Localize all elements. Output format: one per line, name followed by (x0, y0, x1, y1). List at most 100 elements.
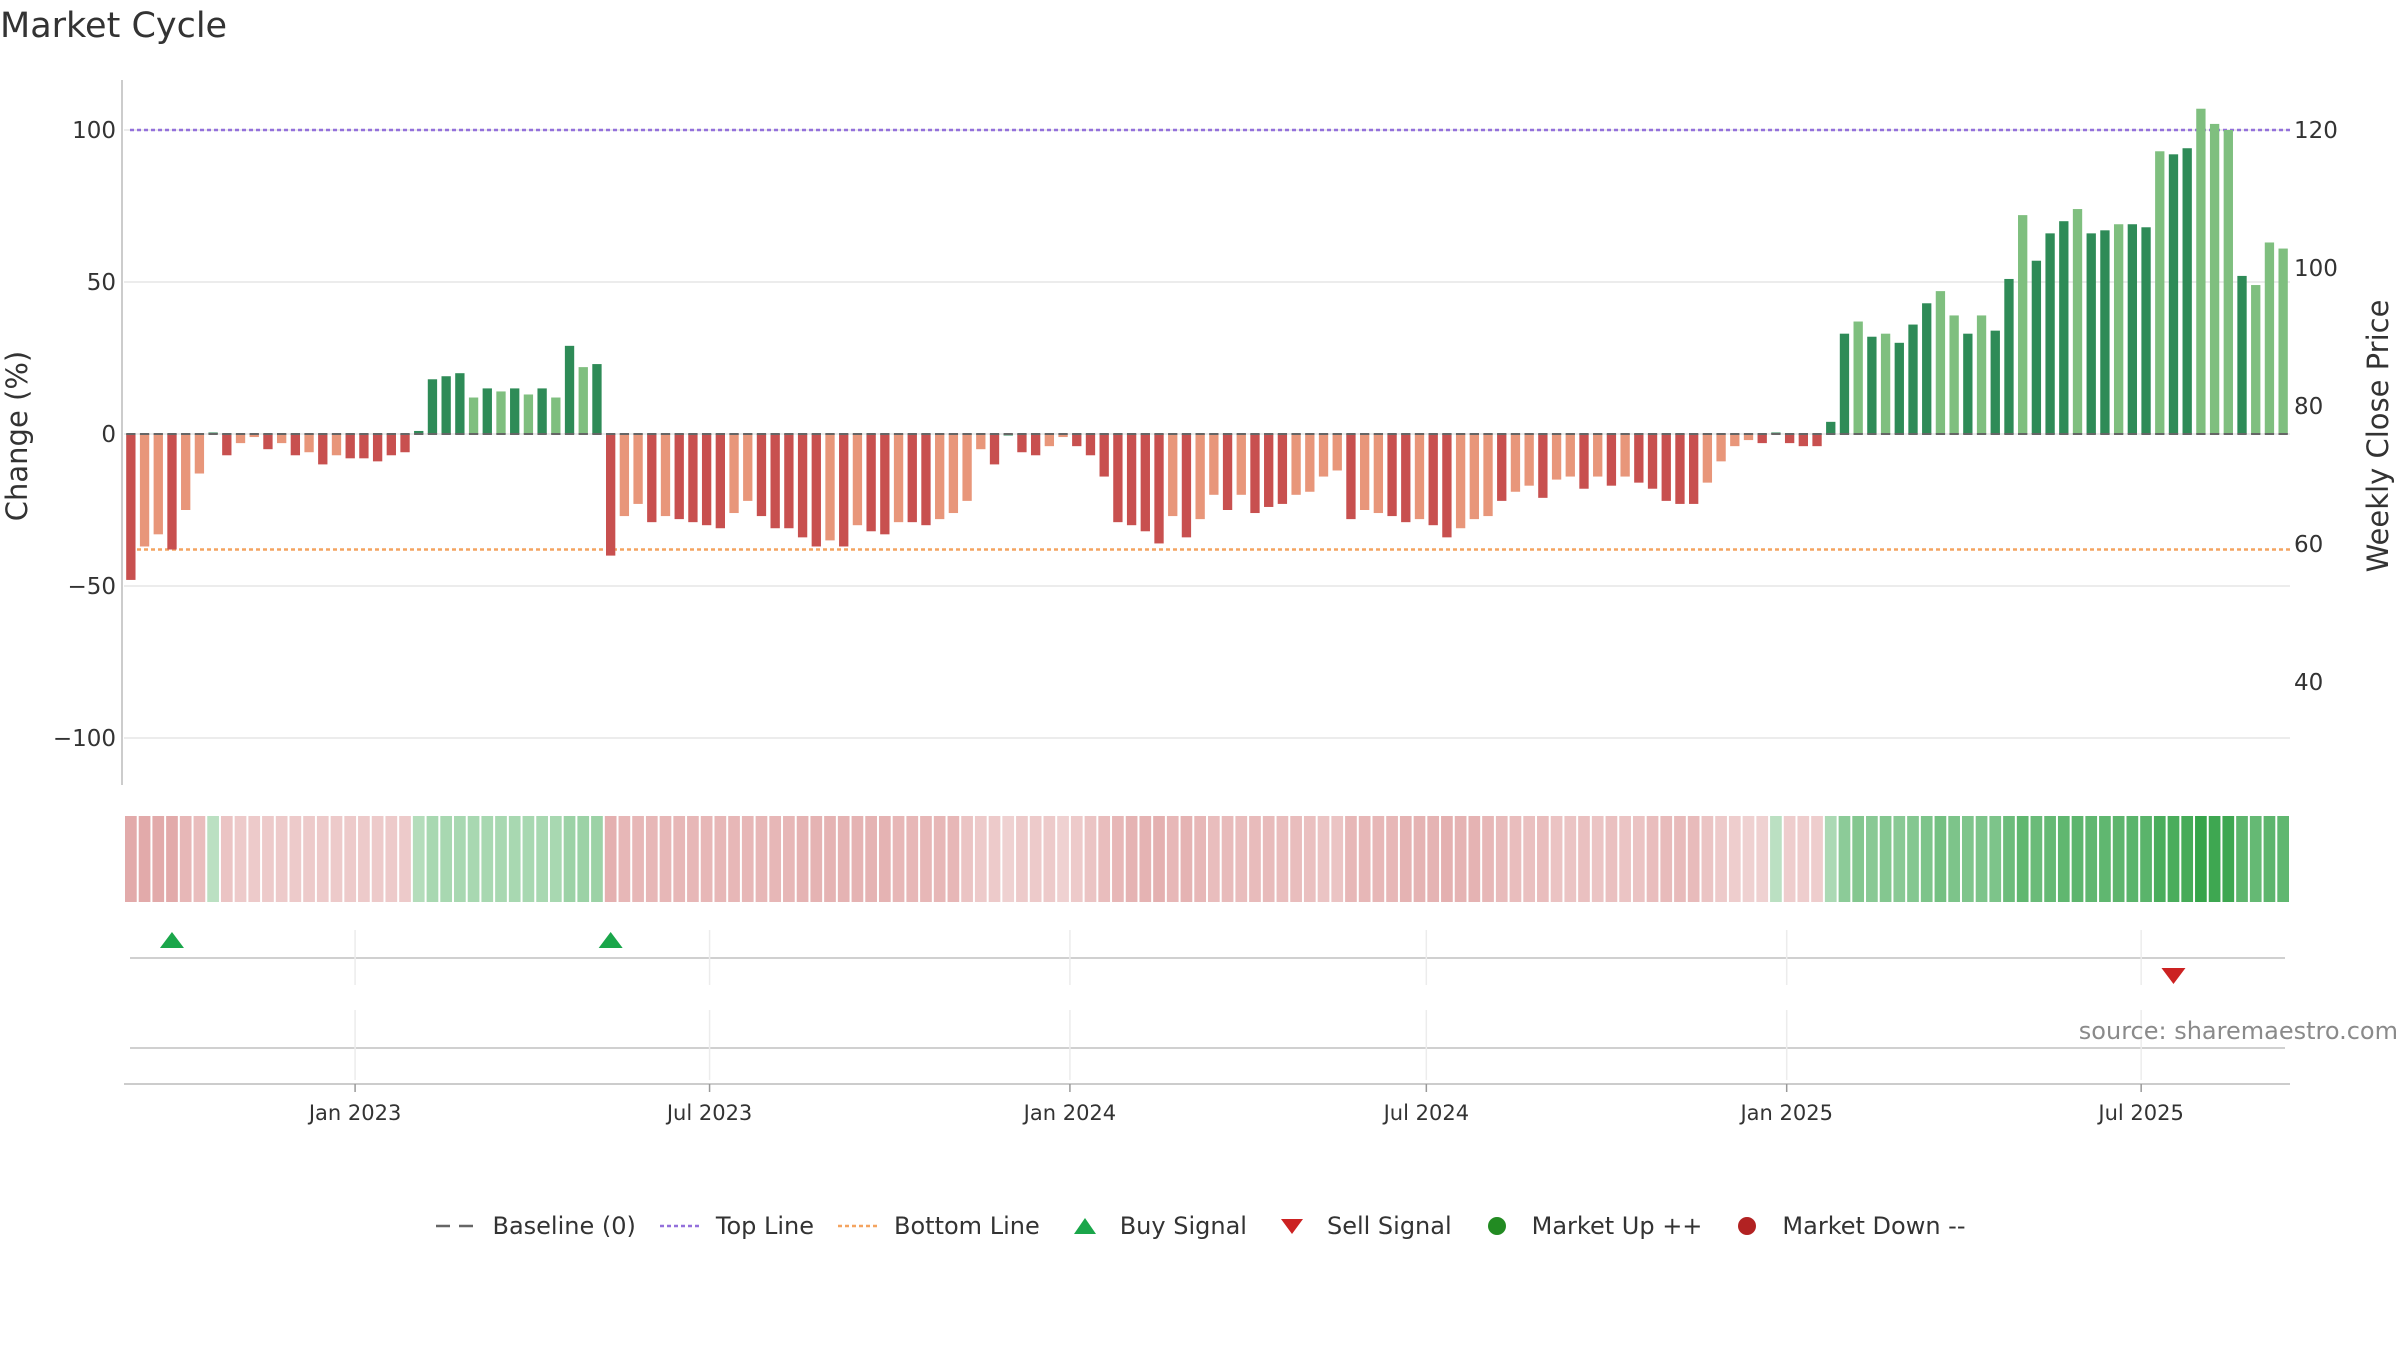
strip-cell (2181, 816, 2194, 902)
bar (606, 434, 616, 556)
strip-cell (1317, 816, 1330, 902)
strip-cell (2099, 816, 2111, 902)
bar (1154, 434, 1164, 544)
strip-cell (1180, 816, 1193, 902)
bar (935, 434, 945, 520)
legend-label: Sell Signal (1326, 1212, 1452, 1240)
strip-cell (673, 816, 686, 902)
bar (674, 434, 684, 520)
x-tick-label: Jan 2024 (1022, 1101, 1117, 1125)
x-axis: Jan 2023 Jul 2023 Jan 2024 Jul 2024 Jan 2025… (124, 1083, 2290, 1125)
bar (647, 434, 657, 523)
bar (1798, 434, 1808, 447)
bar (866, 434, 876, 532)
strip-cell (426, 816, 439, 902)
bar (811, 434, 821, 547)
bar (1757, 434, 1767, 444)
bar (1551, 434, 1562, 480)
bar (1209, 434, 1219, 495)
bar (2209, 123, 2220, 435)
y-tick-label: −100 (53, 726, 116, 752)
bar (1853, 321, 1863, 434)
bar (825, 434, 835, 541)
bar (372, 434, 383, 462)
strip-cell (1852, 816, 1865, 902)
y-axis-label: Change (%) (0, 351, 34, 521)
strip-cell (125, 816, 137, 902)
strip-cell (2249, 816, 2262, 902)
bar (2168, 154, 2179, 434)
strip-cell (2167, 816, 2180, 902)
bar (660, 434, 671, 517)
bar (2018, 215, 2028, 434)
bar (167, 434, 177, 550)
bar (1812, 434, 1822, 447)
strip-cell (618, 816, 631, 902)
bar (1538, 434, 1548, 498)
strip-cell (1811, 816, 1823, 902)
strip-cell (207, 816, 219, 902)
strip-cell (2263, 816, 2276, 902)
bar (1030, 434, 1041, 456)
y2-tick-label: 120 (2294, 118, 2338, 144)
bar (1264, 434, 1274, 507)
bar (2182, 148, 2192, 435)
bar (1661, 434, 1671, 501)
bar (619, 434, 630, 517)
y2-tick-label: 100 (2294, 256, 2338, 282)
bar (2278, 248, 2288, 434)
strip-cell (878, 816, 891, 902)
bar (345, 434, 355, 459)
x-tick-label: Jul 2025 (2096, 1101, 2183, 1125)
bar (1963, 333, 1973, 434)
bar (2223, 130, 2233, 434)
strip-cell (1303, 816, 1316, 902)
bar (976, 434, 986, 450)
strip-cell (577, 816, 590, 902)
strip-cell (824, 816, 836, 902)
bar (1730, 434, 1740, 447)
bar (441, 376, 451, 434)
bar (276, 434, 287, 444)
strip-cell (632, 816, 644, 902)
strip-cell (303, 816, 315, 902)
strip-cell (1934, 816, 1947, 902)
strip-cell (851, 816, 864, 902)
bar (181, 434, 191, 510)
bar (1085, 434, 1096, 456)
legend-label: Bottom Line (894, 1212, 1040, 1240)
legend-item-sell-signal: Sell Signal (1269, 1212, 1452, 1240)
bar (2100, 230, 2110, 434)
bar (1318, 434, 1329, 477)
strip-cell (2208, 816, 2221, 902)
bar (1647, 434, 1658, 489)
strip-cell (1537, 816, 1549, 902)
strip-cell (289, 816, 302, 902)
strip-cell (1413, 816, 1426, 902)
bar (235, 434, 246, 444)
strip-cell (1770, 816, 1782, 902)
strip-cell (371, 816, 384, 902)
bar (126, 434, 136, 580)
dotted-purple-line-icon (659, 1224, 702, 1228)
strip-cell (1139, 816, 1152, 902)
y-tick-label: 0 (101, 422, 116, 448)
bar (1894, 342, 1904, 434)
legend-item-market-up: Market Up ++ (1474, 1212, 1702, 1240)
chart-title: Market Cycle (0, 6, 228, 46)
reference-lines (130, 128, 2290, 551)
strip-cell (1208, 816, 1220, 902)
bar (1305, 434, 1315, 492)
bar (1387, 434, 1397, 517)
strip-cell (2222, 816, 2235, 902)
strip-cell (1016, 816, 1028, 902)
x-tick-label: Jul 2023 (665, 1101, 752, 1125)
x-tick-label: Jan 2025 (1738, 1101, 1833, 1125)
bar (400, 434, 410, 453)
bar (1620, 434, 1630, 477)
strip-cell (1591, 816, 1604, 902)
bar (1675, 434, 1685, 504)
strip-cell (810, 816, 823, 902)
strip-cell (1372, 816, 1385, 902)
bar (839, 434, 849, 547)
